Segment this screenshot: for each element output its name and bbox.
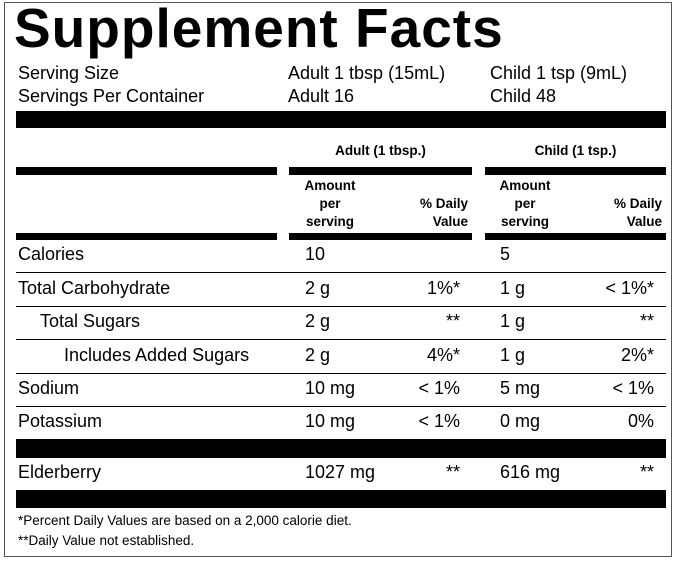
adult-dv: ** xyxy=(445,462,460,482)
header-line: Value xyxy=(626,214,662,229)
footnote-not-established: **Daily Value not established. xyxy=(18,533,195,548)
row-divider xyxy=(16,306,666,307)
divider xyxy=(485,233,666,240)
adult-amount: 10 xyxy=(305,244,326,264)
nutrient-name: Total Sugars xyxy=(40,311,141,331)
child-amount: 1 g xyxy=(500,311,526,331)
row-divider xyxy=(16,272,666,273)
adult-dv: 4%* xyxy=(426,345,460,365)
divider xyxy=(485,167,666,175)
header-line: serving xyxy=(305,214,355,229)
row-divider xyxy=(16,373,666,374)
adult-amount: 2 g xyxy=(305,311,331,331)
child-dv-header: % Daily Value xyxy=(584,195,662,231)
header-line: % Daily xyxy=(419,196,468,211)
adult-dv: < 1% xyxy=(418,411,460,431)
header-line: serving xyxy=(500,214,550,229)
adult-amount: 10 mg xyxy=(305,378,356,398)
adult-dv: < 1% xyxy=(418,378,460,398)
footnote-percent: *Percent Daily Values are based on a 2,0… xyxy=(18,513,352,528)
row-divider xyxy=(16,339,666,340)
child-amount: 1 g xyxy=(500,278,526,298)
header-line: per xyxy=(319,196,341,211)
adult-amount: 1027 mg xyxy=(305,462,376,482)
serving-size-adult: Adult 1 tbsp (15mL) xyxy=(288,63,446,83)
servings-per-container-child: Child 48 xyxy=(490,86,557,106)
adult-amount: 2 g xyxy=(305,278,331,298)
divider xyxy=(16,167,277,175)
header-line: Amount xyxy=(304,178,356,193)
serving-size-child: Child 1 tsp (9mL) xyxy=(490,63,628,83)
row-divider xyxy=(16,406,666,407)
nutrient-name: Elderberry xyxy=(18,462,102,482)
header-line: % Daily xyxy=(613,196,662,211)
nutrient-name: Calories xyxy=(18,244,85,264)
adult-dv-header: % Daily Value xyxy=(390,195,468,231)
child-amount: 5 xyxy=(500,244,511,264)
child-amount: 1 g xyxy=(500,345,526,365)
adult-amount-header: Amount per serving xyxy=(295,177,365,231)
adult-dv: 1%* xyxy=(426,278,460,298)
nutrient-name: Includes Added Sugars xyxy=(64,345,250,365)
child-dv: ** xyxy=(639,462,654,482)
thick-divider xyxy=(16,439,666,458)
divider xyxy=(289,233,472,240)
adult-dv: ** xyxy=(445,311,460,331)
child-amount: 5 mg xyxy=(500,378,541,398)
divider xyxy=(289,167,472,175)
serving-size-label: Serving Size xyxy=(18,63,120,83)
child-column-header: Child (1 tsp.) xyxy=(534,143,617,158)
child-dv: ** xyxy=(639,311,654,331)
child-dv: < 1% xyxy=(612,378,654,398)
nutrient-name: Total Carbohydrate xyxy=(18,278,171,298)
label-frame xyxy=(4,2,672,557)
header-line: Value xyxy=(432,214,468,229)
header-line: Amount xyxy=(499,178,551,193)
thick-divider xyxy=(16,111,666,128)
child-dv: < 1%* xyxy=(605,278,654,298)
thick-divider xyxy=(16,490,666,508)
child-amount: 616 mg xyxy=(500,462,561,482)
servings-per-container-label: Servings Per Container xyxy=(18,86,205,106)
child-amount-header: Amount per serving xyxy=(490,177,560,231)
header-line: per xyxy=(514,196,536,211)
nutrient-name: Sodium xyxy=(18,378,80,398)
child-dv: 0% xyxy=(627,411,654,431)
divider xyxy=(16,233,277,240)
child-dv: 2%* xyxy=(620,345,654,365)
servings-per-container-adult: Adult 16 xyxy=(288,86,355,106)
adult-amount: 2 g xyxy=(305,345,331,365)
adult-amount: 10 mg xyxy=(305,411,356,431)
child-amount: 0 mg xyxy=(500,411,541,431)
nutrient-name: Potassium xyxy=(18,411,103,431)
adult-column-header: Adult (1 tbsp.) xyxy=(335,143,426,158)
label-title: Supplement Facts xyxy=(14,0,504,59)
